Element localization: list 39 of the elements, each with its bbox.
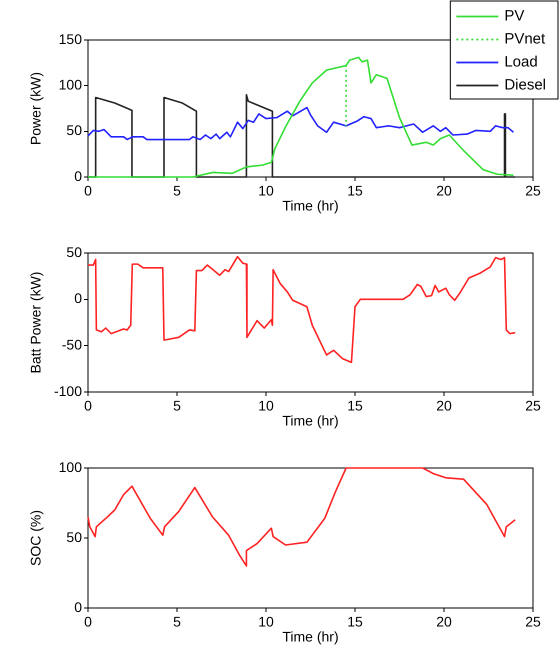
y-tick-label: 0 [74, 168, 82, 184]
x-tick-label: 20 [436, 397, 452, 414]
x-tick-label: 15 [347, 397, 363, 414]
x-tick-label: 25 [525, 397, 541, 414]
y-tick-label: 50 [66, 244, 82, 260]
x-axis-title: Time (hr) [282, 197, 339, 214]
legend-label: Diesel [504, 76, 546, 94]
y-tick-label: 100 [58, 458, 82, 475]
x-tick-label: 10 [258, 397, 274, 414]
y-tick-label: 150 [58, 30, 82, 47]
x-tick-label: 15 [347, 182, 363, 198]
x-tick-label: 0 [84, 397, 92, 414]
y-axis-title: SOC (%) [27, 510, 44, 566]
x-axis-title: Time (hr) [282, 628, 339, 644]
x-tick-label: 10 [258, 613, 274, 630]
x-tick-label: 25 [525, 613, 541, 630]
y-tick-label: 50 [66, 528, 82, 545]
legend-label: PV [504, 8, 524, 25]
y-tick-label: -100 [54, 382, 82, 399]
y-tick-label: 50 [66, 122, 82, 138]
x-tick-label: 10 [258, 182, 274, 198]
y-tick-label: -50 [62, 336, 82, 353]
y-tick-label: 100 [58, 76, 82, 93]
x-axis-title: Time (hr) [282, 412, 339, 428]
legend-label: PVnet [504, 30, 546, 48]
x-tick-label: 5 [173, 397, 182, 414]
y-axis-title: Batt Power (kW) [27, 272, 44, 374]
y-axis-title: Power (kW) [27, 72, 44, 146]
y-tick-label: 0 [74, 598, 82, 615]
x-tick-label: 5 [173, 613, 182, 630]
y-tick-label: 0 [74, 290, 82, 306]
x-tick-label: 5 [173, 182, 182, 198]
x-tick-label: 25 [525, 182, 541, 198]
x-tick-label: 20 [436, 182, 452, 198]
x-tick-label: 15 [347, 613, 363, 630]
x-tick-label: 0 [84, 613, 92, 630]
x-tick-label: 0 [84, 182, 92, 198]
x-tick-label: 20 [436, 613, 452, 630]
legend-label: Load [504, 54, 538, 71]
